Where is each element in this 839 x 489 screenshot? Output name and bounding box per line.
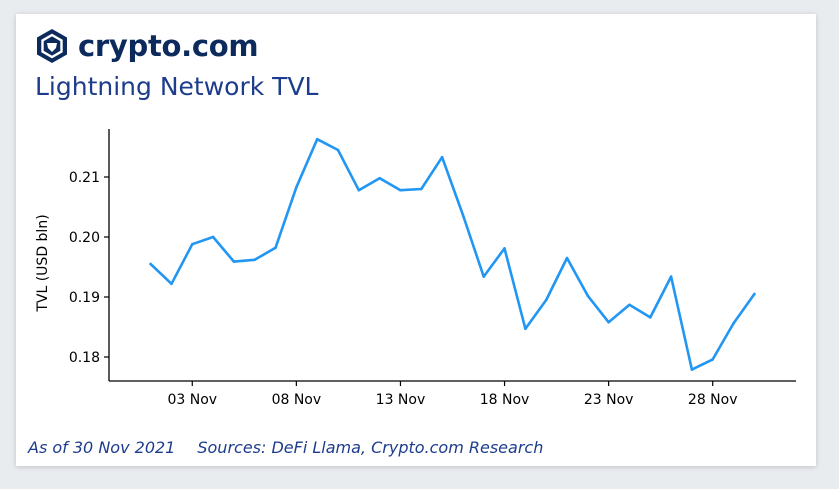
data-point [753,292,756,296]
data-point [149,262,152,266]
x-tick-label: 18 Nov [480,392,530,408]
brand-logo: crypto.com [34,28,259,64]
data-point [690,368,694,371]
data-point [378,176,381,180]
data-point [211,235,215,239]
data-point [295,185,298,189]
data-point [482,275,486,278]
data-point [357,188,361,192]
y-tick-label: 0.21 [69,170,100,186]
x-tick-label: 03 Nov [167,392,217,408]
chart-title: Lightning Network TVL [35,72,319,101]
data-point [732,322,735,325]
y-tick-label: 0.20 [69,230,100,246]
chart-footer: As of 30 Nov 2021 Sources: DeFi Llama, Cr… [28,438,543,457]
data-point [628,303,631,307]
y-tick-label: 0.18 [69,350,100,366]
data-point [565,256,569,260]
data-point [461,213,465,217]
data-point [232,260,236,263]
data-point [586,294,590,298]
data-point [419,187,423,191]
data-point [253,258,257,262]
crypto-com-logo-icon [37,29,67,63]
data-point [170,282,173,286]
x-tick-label: 13 Nov [376,392,426,408]
as-of-date: As of 30 Nov 2021 [28,438,176,457]
data-point [544,298,548,302]
line-chart: 0.18 0.19 0.20 0.21 03 Nov 08 Nov 13 Nov 18 Nov… [35,129,796,408]
y-axis-label: TVL (USD bln) [35,214,51,312]
sources-note: Sources: DeFi Llama, Crypto.com Research [197,438,544,457]
data-point [336,148,340,152]
x-tick-label: 23 Nov [584,392,634,408]
data-point [648,316,652,319]
data-point [524,327,527,331]
brand-name: crypto.com [78,29,259,63]
data-point [711,358,715,361]
data-point [503,247,506,250]
chart-card: crypto.com Lightning Network TVL 0.18 0.1… [16,14,816,466]
series-line [149,137,756,371]
data-point [315,137,319,141]
data-point [190,242,194,246]
x-tick-label: 08 Nov [272,392,322,408]
x-tick-label: 28 Nov [688,392,738,408]
y-tick-label: 0.19 [69,290,100,306]
data-point [669,275,673,278]
data-point [440,155,444,159]
data-point [274,246,277,250]
data-point [399,188,402,192]
data-point [607,320,610,324]
